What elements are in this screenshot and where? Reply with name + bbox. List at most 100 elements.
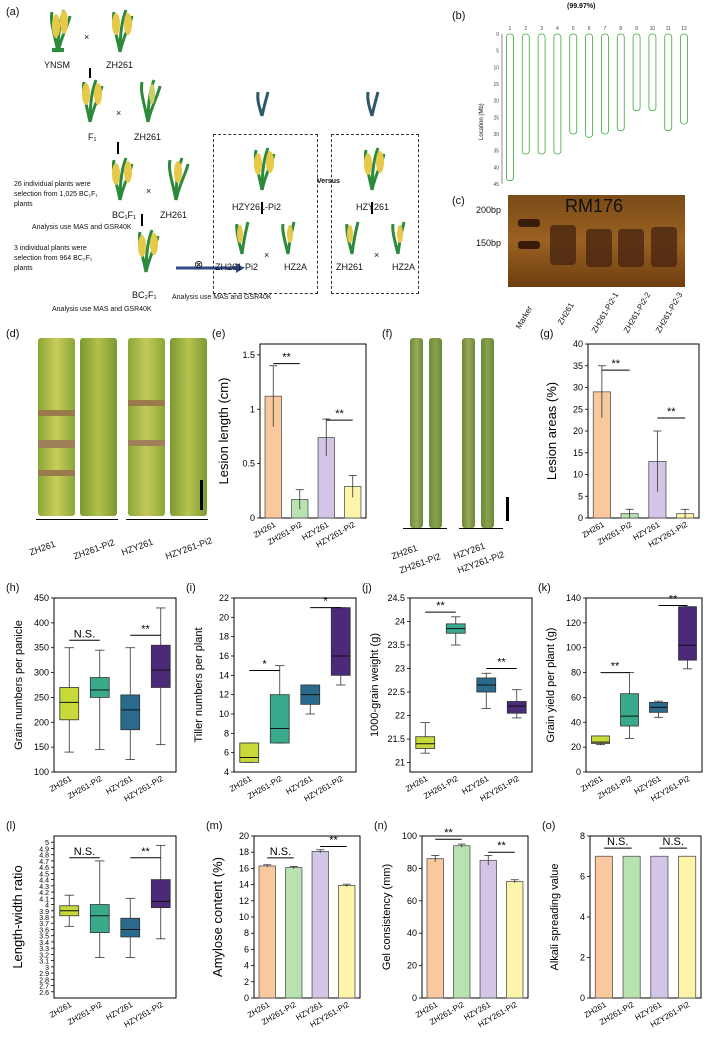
analysis-note-3: Analysis use MAS and GSR40K — [172, 294, 272, 301]
y-tick-label: 2.6 — [39, 990, 49, 997]
lesion-mark — [128, 400, 165, 406]
length-width-chart: 2.62.72.82.933.13.23.33.43.53.63.73.83.9… — [10, 835, 177, 1030]
chromosome-bar — [632, 33, 641, 112]
y-tick-label: 4.7 — [39, 859, 49, 866]
y-tick-label: 4.5 — [39, 871, 49, 878]
panel-label-h: (h) — [6, 582, 20, 594]
tick-label: 0 — [496, 32, 499, 38]
y-tick-label: 60 — [571, 692, 581, 702]
tick-label: 4 — [556, 26, 559, 32]
box — [678, 606, 697, 661]
lesion-mark — [38, 470, 75, 476]
y-axis-label: Grain yield per plant (g) — [545, 628, 557, 743]
y-tick-label: 23 — [395, 664, 405, 674]
y-tick-label: 80 — [407, 863, 417, 873]
cross-symbol: × — [116, 108, 122, 118]
gel-band — [550, 225, 576, 265]
y-tick-label: 18 — [219, 632, 229, 642]
tick-label: 25 — [493, 115, 499, 121]
bar — [650, 855, 669, 999]
y-tick-label: 4.3 — [39, 884, 49, 891]
plant-icon — [168, 157, 190, 201]
y-tick-label: 3.2 — [39, 952, 49, 959]
plant-icon — [391, 221, 406, 255]
label-zh261: ZH261 — [336, 262, 364, 272]
plot-frame — [233, 597, 357, 773]
label-zh261: ZH261 — [160, 210, 188, 220]
y-tick-label: 0 — [412, 993, 417, 1003]
chromosome-bar — [616, 33, 625, 132]
plant-icon — [112, 157, 134, 201]
y-tick-label: 24.5 — [387, 593, 405, 603]
panel-label-i: (i) — [186, 582, 196, 594]
bar — [258, 865, 276, 999]
y-tick-label: 100 — [566, 643, 581, 653]
y-axis-label: Length-width ratio — [10, 865, 25, 968]
y-tick-label: 18 — [239, 847, 249, 857]
tick-label: 10 — [493, 65, 499, 71]
y-tick-label: 3 — [45, 965, 49, 972]
leaf-photo — [429, 338, 442, 528]
y-tick-label: 2.9 — [39, 971, 49, 978]
selfing-symbol: ⊗ — [194, 259, 204, 271]
y-tick-label: 4.9 — [39, 846, 49, 853]
y-tick-label: 40 — [573, 339, 583, 349]
gel-band — [651, 227, 677, 267]
plant-icon — [50, 9, 72, 53]
significance-label: ** — [329, 835, 338, 847]
y-axis-label: Amylose content (%) — [210, 857, 225, 977]
leaf-photo — [80, 338, 117, 516]
y-axis-label: Gel consistency (mm) — [381, 864, 393, 970]
plot-frame — [53, 835, 177, 999]
leaf-label: HZY261-Pi2 — [164, 535, 214, 562]
y-tick-label: 20 — [239, 831, 249, 841]
y-tick-label: 1.5 — [242, 350, 255, 360]
plant-icon — [140, 79, 162, 123]
y-tick-label: 100 — [34, 767, 49, 777]
label-zh261-pi2: ZH261-Pi2 — [215, 262, 259, 272]
box — [89, 677, 110, 698]
box — [150, 879, 171, 909]
y-tick-label: 8 — [580, 831, 585, 841]
y-tick-label: 450 — [34, 593, 49, 603]
panel-label-f: (f) — [382, 328, 393, 340]
y-tick-label: 3.7 — [39, 921, 49, 928]
tick-label: 6 — [588, 26, 591, 32]
lesion-mark — [38, 440, 75, 448]
bar — [622, 855, 641, 999]
y-tick-label: 400 — [34, 618, 49, 628]
box — [269, 694, 290, 744]
tick-label: 40 — [493, 165, 499, 171]
y-tick-label: 2.8 — [39, 977, 49, 984]
y-tick-label: 60 — [407, 896, 417, 906]
scale-bar — [200, 480, 203, 510]
y-tick-label: 40 — [407, 928, 417, 938]
significance-label: N.S. — [607, 836, 628, 848]
plot-frame — [53, 597, 177, 773]
y-tick-label: 5 — [45, 840, 49, 847]
significance-label: ** — [667, 406, 676, 418]
y-tick-label: 12 — [239, 896, 249, 906]
significance-label: ** — [141, 846, 150, 858]
lane-label: Marker — [514, 304, 535, 331]
group-underline — [403, 528, 447, 529]
y-tick-label: 100 — [402, 831, 417, 841]
box — [120, 917, 141, 938]
leaf-label: ZH261 — [28, 538, 57, 558]
label-hzy261-pi2: HZY261-Pi2 — [232, 202, 282, 212]
y-tick-label: 3.8 — [39, 915, 49, 922]
y-tick-label: 2 — [580, 953, 585, 963]
dashed-box-control — [331, 134, 419, 294]
marker-150bp: 150bp — [476, 238, 502, 248]
box — [120, 694, 141, 731]
y-tick-label: 4.4 — [39, 878, 49, 885]
y-tick-label: 21.5 — [387, 734, 405, 744]
tick-label: 35 — [493, 149, 499, 155]
y-tick-label: 150 — [34, 742, 49, 752]
y-tick-label: 10 — [239, 912, 249, 922]
y-tick-label: 80 — [571, 668, 581, 678]
y-tick-label: 0 — [578, 513, 583, 523]
y-tick-label: 2.7 — [39, 984, 49, 991]
panel-label-l: (l) — [6, 820, 16, 832]
